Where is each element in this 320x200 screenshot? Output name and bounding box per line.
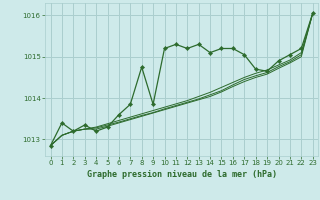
X-axis label: Graphe pression niveau de la mer (hPa): Graphe pression niveau de la mer (hPa) bbox=[87, 170, 276, 179]
